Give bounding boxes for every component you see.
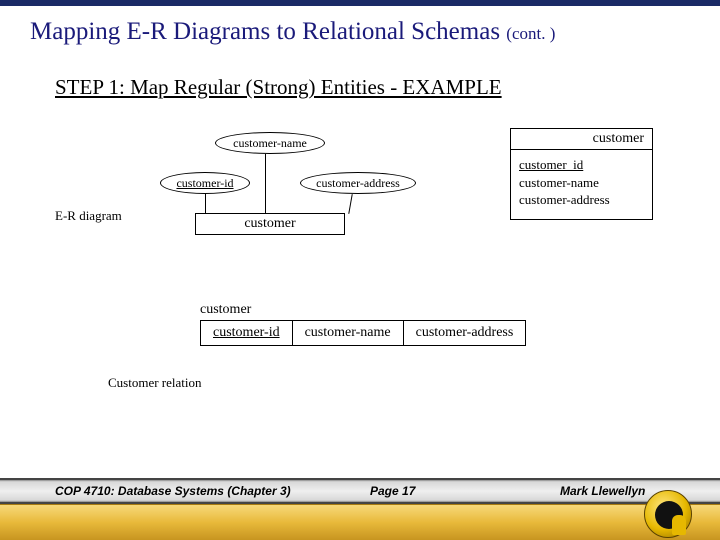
table-row: customer-id customer-name customer-addre… xyxy=(201,321,526,346)
er-diagram-label: E-R diagram xyxy=(55,208,122,224)
attribute-oval-id: customer-id xyxy=(160,172,250,194)
schema-field: customer-address xyxy=(519,191,644,209)
title-main: Mapping E-R Diagrams to Relational Schem… xyxy=(30,18,500,45)
attribute-oval-address: customer-address xyxy=(300,172,416,194)
slide-title: Mapping E-R Diagrams to Relational Schem… xyxy=(30,18,555,46)
relation-label: customer xyxy=(200,302,251,318)
top-accent-bar xyxy=(0,0,720,6)
step-heading: STEP 1: Map Regular (Strong) Entities - … xyxy=(55,75,502,100)
connector-line xyxy=(205,194,206,214)
connector-line xyxy=(348,194,352,214)
schema-field: customer-name xyxy=(519,174,644,192)
footer-course: COP 4710: Database Systems (Chapter 3) xyxy=(55,484,291,498)
footer-gold-bar xyxy=(0,504,720,540)
schema-box: customer customer_id customer-name custo… xyxy=(510,128,653,220)
relation-caption: Customer relation xyxy=(108,375,202,391)
table-cell: customer-id xyxy=(201,321,293,346)
attribute-oval-name: customer-name xyxy=(215,132,325,154)
footer-author: Mark Llewellyn xyxy=(560,484,645,498)
relation-table: customer-id customer-name customer-addre… xyxy=(200,320,526,346)
table-cell: customer-name xyxy=(292,321,403,346)
connector-line xyxy=(265,154,266,213)
ucf-logo-icon xyxy=(644,490,692,538)
footer-page: Page 17 xyxy=(370,484,415,498)
logo-pegasus-shape xyxy=(672,515,686,535)
schema-body: customer_id customer-name customer-addre… xyxy=(511,150,652,215)
entity-box-customer: customer xyxy=(195,213,345,235)
schema-field: customer_id xyxy=(519,156,644,174)
logo-inner xyxy=(655,501,683,529)
title-cont: (cont. ) xyxy=(506,24,555,43)
schema-title: customer xyxy=(511,129,652,150)
table-cell: customer-address xyxy=(403,321,526,346)
